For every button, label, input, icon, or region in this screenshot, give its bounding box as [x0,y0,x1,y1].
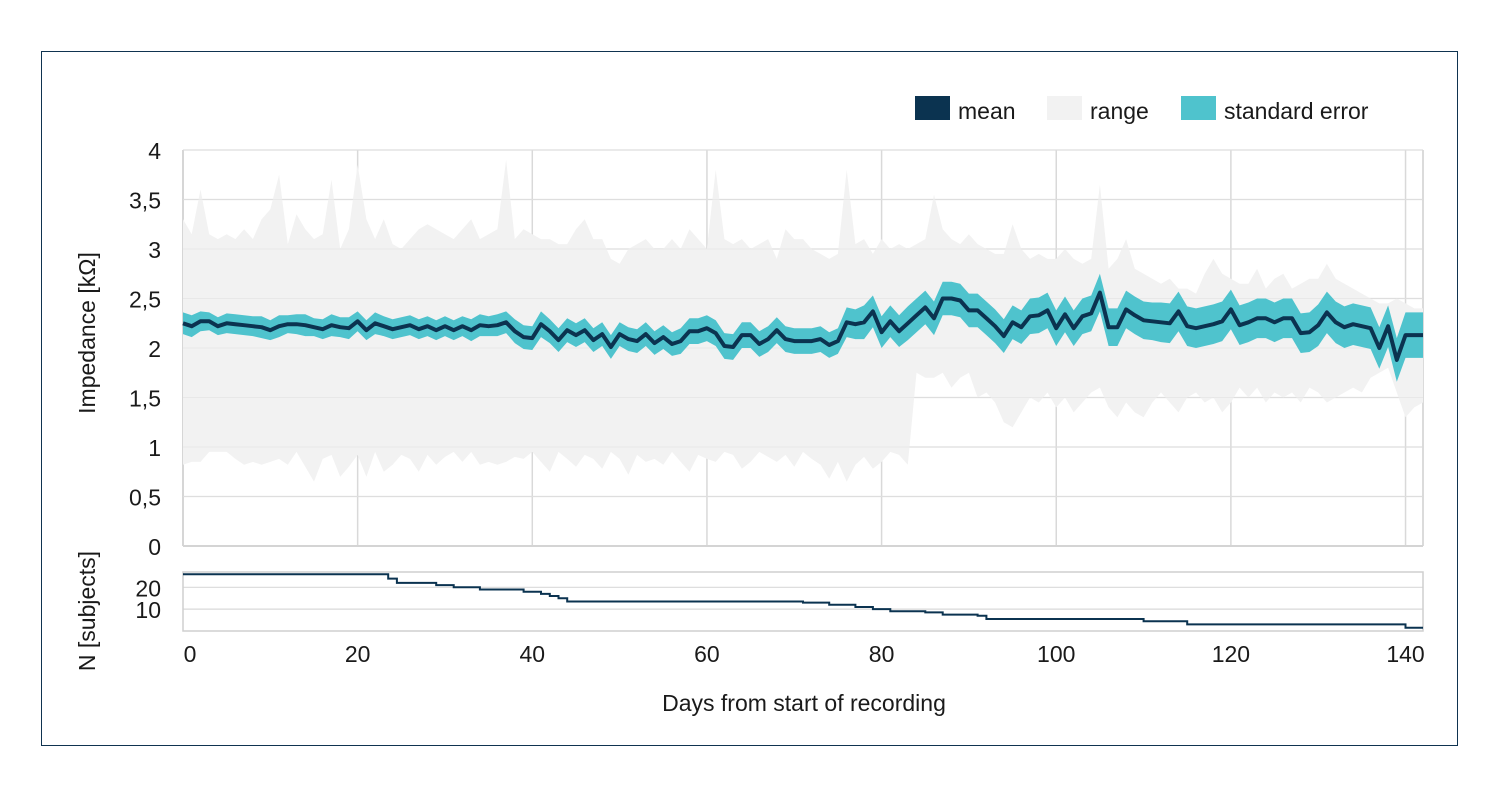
y-tick-label: 3 [148,237,161,263]
subjects-step-line [183,573,1423,629]
y-tick-label: 3,5 [129,188,161,214]
x-tick-label: 120 [1212,641,1250,667]
legend: mean range standard error [915,96,1369,124]
subplot-y-tick-label: 20 [135,575,161,601]
y-tick-label: 2 [148,336,161,362]
series-range-area [183,159,1423,482]
y-tick-label: 0,5 [129,485,161,511]
x-tick-label: 100 [1037,641,1075,667]
y-tick-label: 0 [148,534,161,560]
chart-frame [41,51,1458,746]
subplot-y-axis-label: N [subjects] [74,551,100,671]
y-tick-label: 1 [148,435,161,461]
legend-label-range: range [1090,98,1149,124]
x-tick-label: 20 [345,641,371,667]
y-tick-label: 4 [148,138,161,164]
series-mean-line [182,290,1423,362]
subplot-frame [182,571,1424,632]
x-tick-label: 40 [519,641,545,667]
y-tick-label: 1,5 [129,386,161,412]
subplot-y-tick-label: 10 [135,597,161,623]
legend-swatch-standard-error [1181,96,1216,120]
y-axis-label: Impedance [kΩ] [74,252,100,414]
x-tick-label: 0 [184,641,197,667]
x-tick-label: 80 [869,641,895,667]
series-areas [182,149,1423,547]
legend-swatch-range [1047,96,1082,120]
x-axis-label: Days from start of recording [662,690,946,716]
axes: 00,511,522,533,540 20 40 60 80 100 120 140 [129,138,1425,667]
x-tick-label: 140 [1386,641,1424,667]
legend-label-mean: mean [958,98,1016,124]
x-tick-label: 60 [694,641,720,667]
y-tick-label: 2,5 [129,287,161,313]
legend-swatch-mean [915,96,950,120]
legend-label-standard-error: standard error [1224,98,1369,124]
